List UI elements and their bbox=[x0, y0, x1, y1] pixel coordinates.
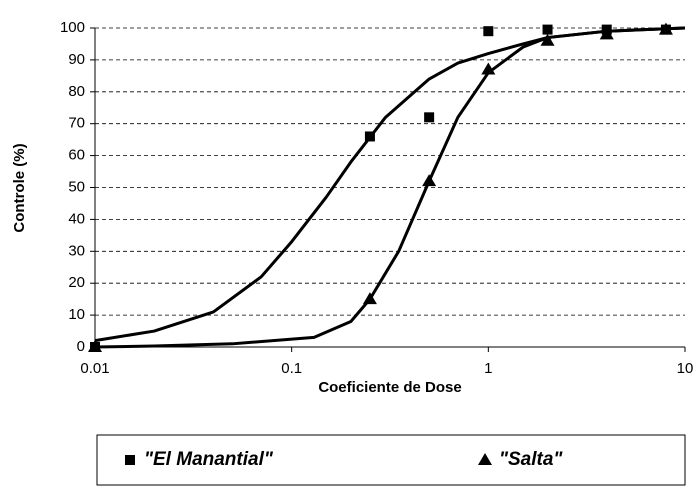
y-tick-label: 20 bbox=[68, 274, 85, 291]
legend-marker bbox=[478, 453, 492, 465]
y-tick-label: 50 bbox=[68, 178, 85, 195]
y-axis-title: Controle (%) bbox=[11, 143, 28, 232]
y-tick-label: 60 bbox=[68, 147, 85, 164]
data-point bbox=[658, 22, 673, 35]
x-tick-label: 0.01 bbox=[80, 360, 109, 377]
y-tick-label: 100 bbox=[60, 19, 85, 36]
data-point bbox=[481, 62, 496, 75]
y-tick-label: 80 bbox=[68, 83, 85, 100]
data-point bbox=[599, 27, 614, 40]
fit-line bbox=[94, 26, 686, 343]
y-tick-label: 10 bbox=[68, 306, 85, 323]
data-point bbox=[483, 26, 494, 37]
data-point bbox=[88, 340, 102, 352]
x-tick-label: 0.1 bbox=[281, 360, 302, 377]
x-axis-title: Coeficiente de Dose bbox=[318, 379, 461, 396]
data-point bbox=[542, 24, 553, 35]
y-tick-label: 30 bbox=[68, 242, 85, 259]
y-tick-label: 40 bbox=[68, 210, 85, 227]
data-point bbox=[424, 112, 435, 123]
legend-text: "El Manantial" bbox=[144, 449, 274, 470]
legend-box bbox=[96, 434, 686, 486]
data-point bbox=[422, 174, 437, 187]
legend-text: "Salta" bbox=[499, 449, 563, 470]
x-tick-label: 1 bbox=[484, 360, 492, 377]
y-tick-label: 0 bbox=[77, 338, 85, 355]
fit-line bbox=[94, 26, 686, 349]
data-point bbox=[540, 33, 555, 46]
x-tick-label: 10 bbox=[677, 360, 694, 377]
legend-marker bbox=[125, 455, 135, 465]
y-tick-label: 90 bbox=[68, 51, 85, 68]
data-point bbox=[364, 131, 375, 142]
y-tick-label: 70 bbox=[68, 115, 85, 132]
data-point bbox=[362, 292, 377, 305]
